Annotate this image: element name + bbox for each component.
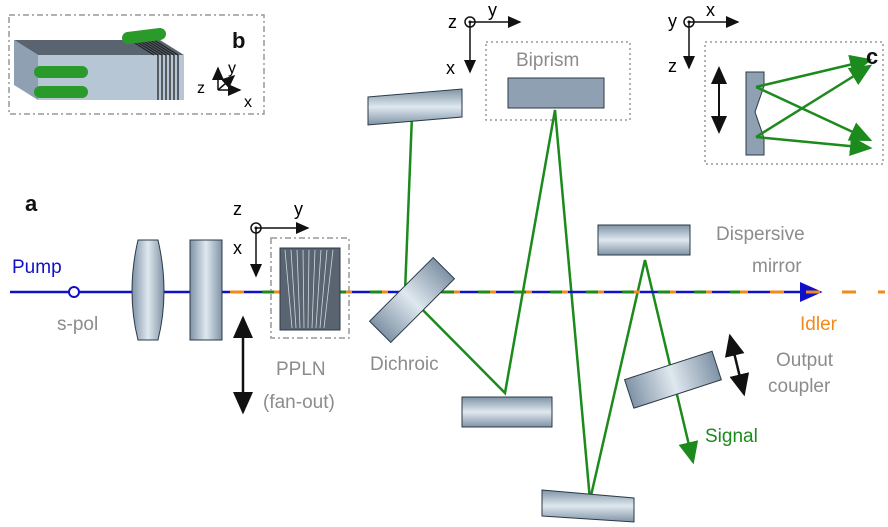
output-label-1: Output <box>776 350 834 371</box>
s-pol-marker <box>68 286 80 298</box>
curved-mirror-bottom <box>541 489 635 523</box>
mirror-bottom-1 <box>461 396 553 428</box>
axis-z-b: z <box>197 80 205 97</box>
dispersive-label-1: Dispersive <box>716 224 805 245</box>
axis-z-c: z <box>668 56 677 76</box>
idler-label: Idler <box>800 314 838 335</box>
inset-c: c y x z <box>668 0 884 165</box>
axis-y-top: y <box>488 0 497 20</box>
panel-label-a: a <box>25 191 38 216</box>
inset-b-frame <box>8 14 265 115</box>
dispersive-mirror <box>597 224 691 256</box>
lens-2 <box>189 239 223 341</box>
biprism-frame <box>485 41 631 121</box>
axis-x-b: x <box>244 94 252 111</box>
s-pol-label: s-pol <box>57 314 98 335</box>
output-coupler <box>623 350 722 409</box>
fan-out-label: (fan-out) <box>263 392 335 413</box>
beam-back <box>122 28 166 44</box>
inset-b: b z y x <box>8 14 265 115</box>
ppln-frame <box>270 237 350 339</box>
biprism-profile <box>745 71 765 156</box>
output-label-2: coupler <box>768 376 831 397</box>
biprism-element <box>507 77 605 109</box>
axis-y-c: y <box>668 11 677 31</box>
axis-x-ppln: x <box>233 238 242 258</box>
lens-1 <box>131 239 165 341</box>
crystal-top <box>14 40 184 55</box>
crystal-side <box>14 40 38 100</box>
dispersive-label-2: mirror <box>752 256 802 277</box>
signal-label: Signal <box>705 426 758 447</box>
axis-x-c: x <box>706 0 715 20</box>
ppln-body <box>279 247 341 331</box>
axis-z-top: z <box>448 12 457 32</box>
dichroic-mirror <box>368 256 456 344</box>
dichroic-label: Dichroic <box>370 354 439 375</box>
crystal-grating <box>129 39 179 100</box>
axis-y-b: y <box>228 60 236 77</box>
ppln-crystal <box>270 237 350 339</box>
axis-x-top: x <box>446 58 455 78</box>
panel-label-c: c <box>866 44 878 69</box>
axis-z-ppln: z <box>233 199 242 219</box>
ppln-label: PPLN <box>276 359 326 380</box>
pump-label: Pump <box>12 257 62 278</box>
biprism-group: Biprism z y x <box>446 0 631 121</box>
panel-label-b: b <box>232 28 245 53</box>
curved-mirror-top <box>367 88 463 126</box>
signal-path <box>403 109 699 501</box>
axis-y-ppln: y <box>294 199 303 219</box>
biprism-label: Biprism <box>516 50 579 71</box>
